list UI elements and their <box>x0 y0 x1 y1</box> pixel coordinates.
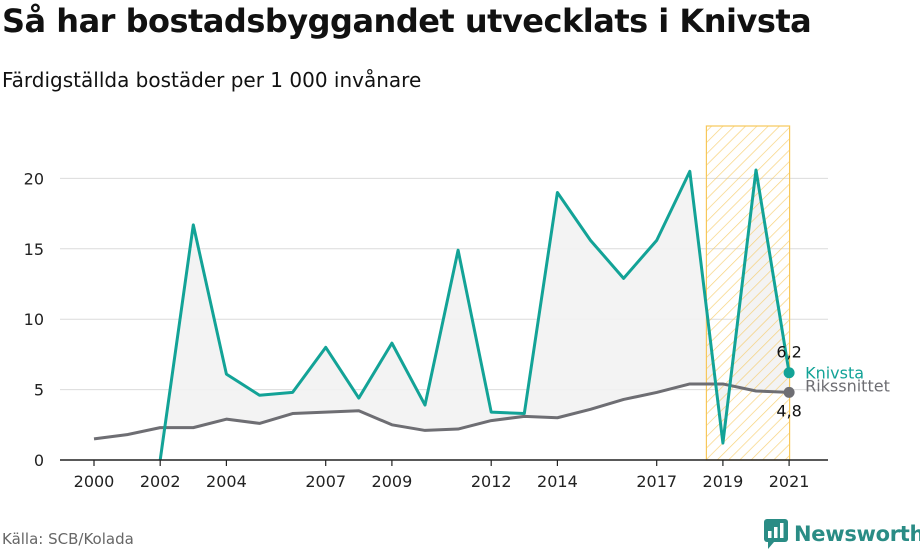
end-marker-rikssnittet <box>783 386 795 398</box>
difference-fill <box>160 169 790 460</box>
chart-subtitle: Färdigställda bostäder per 1 000 invånar… <box>2 68 422 92</box>
series-line-rikssnittet <box>93 382 790 441</box>
x-tick-label: 2009 <box>372 472 413 491</box>
x-tick-label: 2002 <box>140 472 181 491</box>
series-line-knivsta <box>158 168 791 461</box>
difference-area <box>160 169 790 460</box>
axes: 0 5 10 15 20 2000 2002 2004 2007 2009 2012 2014 2017… <box>24 169 828 491</box>
value-label-knivsta: 6,2 <box>776 343 801 362</box>
series-label-knivsta: Knivsta <box>805 364 864 383</box>
y-tick-label: 10 <box>24 310 44 329</box>
x-tick-label: 2021 <box>769 472 810 491</box>
y-tick-label: 0 <box>34 451 44 470</box>
end-marker-knivsta <box>783 367 795 379</box>
source-note: Källa: SCB/Kolada <box>2 530 134 548</box>
newsworthy-icon <box>764 519 788 549</box>
value-label-rikssnittet: 4,8 <box>776 401 801 420</box>
x-tick-label: 2012 <box>471 472 512 491</box>
y-tick-label: 15 <box>24 240 44 259</box>
y-tick-label: 20 <box>24 169 44 188</box>
x-tick-label: 2007 <box>305 472 346 491</box>
series-label-rikssnittet: Rikssnittet <box>805 376 890 395</box>
x-tick-label: 2014 <box>537 472 578 491</box>
chart-title: Så har bostadsbyggandet utvecklats i Kni… <box>2 2 812 40</box>
brand-name: Newsworthy <box>794 522 920 546</box>
x-tick-label: 2004 <box>206 472 247 491</box>
x-tick-label: 2019 <box>703 472 744 491</box>
series-lines <box>93 168 791 461</box>
x-tick-label: 2000 <box>74 472 115 491</box>
newsworthy-logo: Newsworthy <box>764 519 920 549</box>
y-tick-label: 5 <box>34 381 44 400</box>
x-tick-label: 2017 <box>636 472 677 491</box>
